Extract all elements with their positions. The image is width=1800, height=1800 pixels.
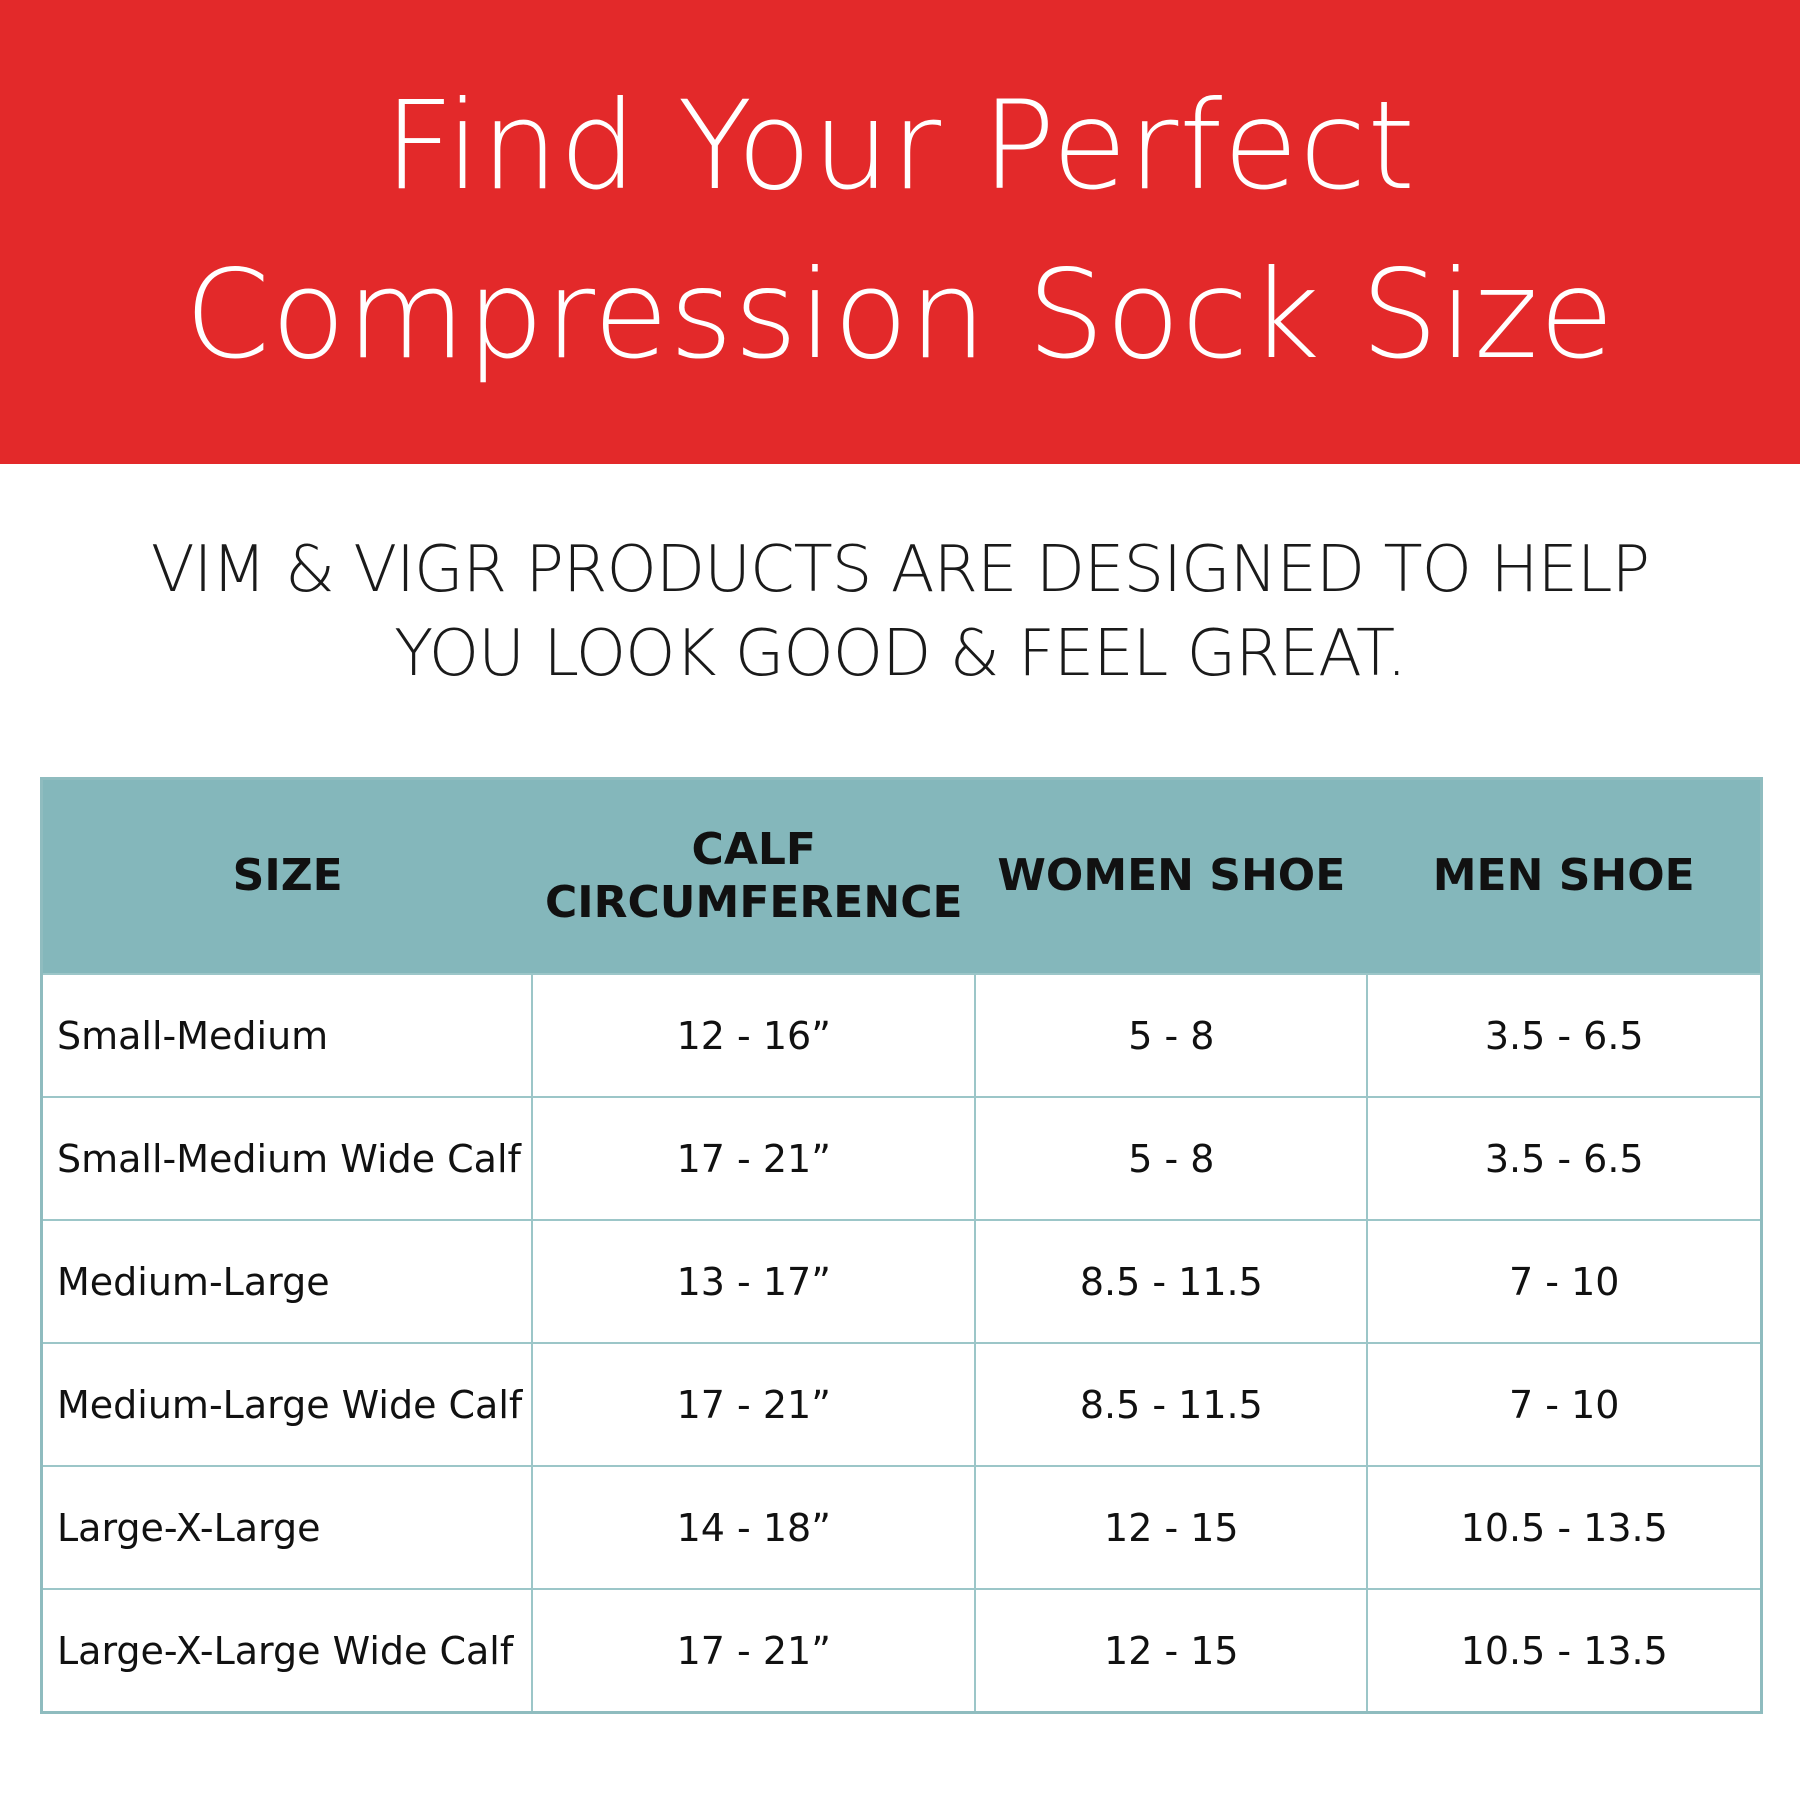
title-line-1: Find Your Perfect	[383, 75, 1417, 217]
women-shoe-cell: 5 - 8	[974, 973, 1369, 1098]
women-shoe-cell: 5 - 8	[974, 1096, 1369, 1221]
men-shoe-cell: 3.5 - 6.5	[1366, 973, 1763, 1098]
calf-cell: 13 - 17”	[531, 1219, 977, 1344]
header-men-shoe: MEN SHOE	[1367, 778, 1762, 974]
calf-cell: 14 - 18”	[531, 1465, 977, 1590]
subtitle-line-2: YOU LOOK GOOD & FEEL GREAT.	[394, 617, 1407, 691]
title-banner: Find Your Perfect Compression Sock Size	[0, 0, 1800, 464]
calf-cell: 17 - 21”	[531, 1342, 977, 1467]
table-row: Large-X-Large Wide Calf 17 - 21” 12 - 15 10…	[40, 1588, 1763, 1714]
header-women-shoe: WOMEN SHOE	[975, 778, 1368, 974]
women-shoe-cell: 12 - 15	[974, 1465, 1369, 1590]
calf-cell: 17 - 21”	[531, 1588, 977, 1714]
size-cell: Small-Medium Wide Calf	[40, 1096, 534, 1221]
men-shoe-cell: 7 - 10	[1366, 1342, 1763, 1467]
men-shoe-cell: 3.5 - 6.5	[1366, 1096, 1763, 1221]
size-cell: Small-Medium	[40, 973, 534, 1098]
size-cell: Large-X-Large	[40, 1465, 534, 1590]
table-row: Medium-Large 13 - 17” 8.5 - 11.5 7 - 10	[40, 1219, 1763, 1344]
calf-cell: 17 - 21”	[531, 1096, 977, 1221]
men-shoe-cell: 10.5 - 13.5	[1366, 1465, 1763, 1590]
header-size: SIZE	[41, 778, 533, 974]
header-row: SIZE CALF CIRCUMFERENCE WOMEN SHOE MEN S…	[41, 778, 1762, 974]
calf-cell: 12 - 16”	[531, 973, 977, 1098]
size-cell: Medium-Large Wide Calf	[40, 1342, 534, 1467]
table-row: Small-Medium 12 - 16” 5 - 8 3.5 - 6.5	[40, 973, 1763, 1098]
table-row: Medium-Large Wide Calf 17 - 21” 8.5 - 11.5…	[40, 1342, 1763, 1467]
subtitle-line-1: VIM & VIGR PRODUCTS ARE DESIGNED TO HELP	[150, 533, 1650, 607]
size-cell: Medium-Large	[40, 1219, 534, 1344]
table-row: Large-X-Large 14 - 18” 12 - 15 10.5 - 13.5	[40, 1465, 1763, 1590]
size-cell: Large-X-Large Wide Calf	[40, 1588, 534, 1714]
size-chart-table: SIZE CALF CIRCUMFERENCE WOMEN SHOE MEN S…	[40, 777, 1763, 1714]
men-shoe-cell: 7 - 10	[1366, 1219, 1763, 1344]
header-calf-circumference: CALF CIRCUMFERENCE	[532, 778, 976, 974]
women-shoe-cell: 12 - 15	[974, 1588, 1369, 1714]
men-shoe-cell: 10.5 - 13.5	[1366, 1588, 1763, 1714]
table-row: Small-Medium Wide Calf 17 - 21” 5 - 8 3.5 -…	[40, 1096, 1763, 1221]
women-shoe-cell: 8.5 - 11.5	[974, 1342, 1369, 1467]
title-line-2: Compression Sock Size	[184, 244, 1616, 386]
women-shoe-cell: 8.5 - 11.5	[974, 1219, 1369, 1344]
